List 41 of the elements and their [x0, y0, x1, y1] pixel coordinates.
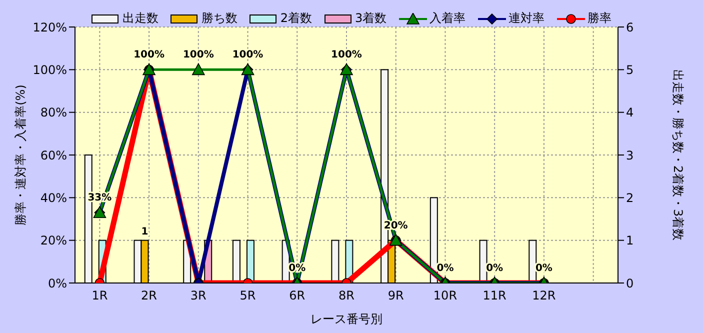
x-tick-label: 8R	[338, 288, 354, 303]
y-axis-title: 勝率・連対率・入着率(%)	[13, 84, 28, 226]
x-tick-label: 6R	[289, 288, 306, 303]
x-tick-label: 3R	[190, 288, 206, 303]
x-axis-title: レース番号別	[310, 312, 382, 326]
x-tick-label: 5R	[240, 288, 256, 303]
y-tick-label: 0%	[48, 276, 67, 290]
data-label: 100%	[232, 50, 264, 61]
y2-tick-label: 4	[626, 106, 634, 120]
y-tick-label: 60%	[40, 148, 67, 162]
y-tick-label: 120%	[32, 20, 67, 34]
y-tick-label: 80%	[40, 106, 67, 120]
data-label: 0%	[288, 263, 306, 274]
legend-label: 勝ち数	[201, 10, 238, 27]
data-label: 100%	[182, 50, 214, 61]
x-tick-label: 12R	[532, 288, 556, 303]
y-tick-label: 20%	[40, 234, 67, 248]
y2-tick-label: 0	[626, 276, 634, 290]
y2-tick-label: 5	[626, 62, 634, 77]
y2-axis-title: 出走数・勝ち数・2着数・3着数	[670, 69, 685, 241]
y2-tick-label: 3	[626, 148, 634, 162]
y2-tick-label: 2	[626, 190, 634, 205]
data-label: 1	[141, 226, 148, 238]
data-label: 100%	[134, 50, 164, 61]
x-tick-label: 2R	[141, 288, 158, 303]
x-tick-label: 9R	[388, 288, 404, 303]
legend-label: 3着数	[355, 10, 387, 27]
x-tick-label: 11R	[482, 288, 506, 303]
point	[192, 63, 205, 76]
legend-label: 勝率	[588, 10, 612, 27]
data-label: 100%	[331, 50, 362, 61]
legend-label: 2着数	[280, 10, 312, 27]
y-tick-label: 40%	[40, 190, 67, 205]
y-tick-label: 100%	[32, 62, 67, 77]
x-tick-label: 10R	[433, 288, 458, 303]
y2-tick-label: 6	[626, 20, 634, 34]
legend-label: 出走数	[122, 10, 158, 27]
y2-tick-label: 1	[626, 234, 634, 248]
x-tick-label: 1R	[92, 288, 108, 303]
legend-label: 入着率	[430, 10, 466, 27]
legend-label: 連対率	[508, 10, 545, 27]
